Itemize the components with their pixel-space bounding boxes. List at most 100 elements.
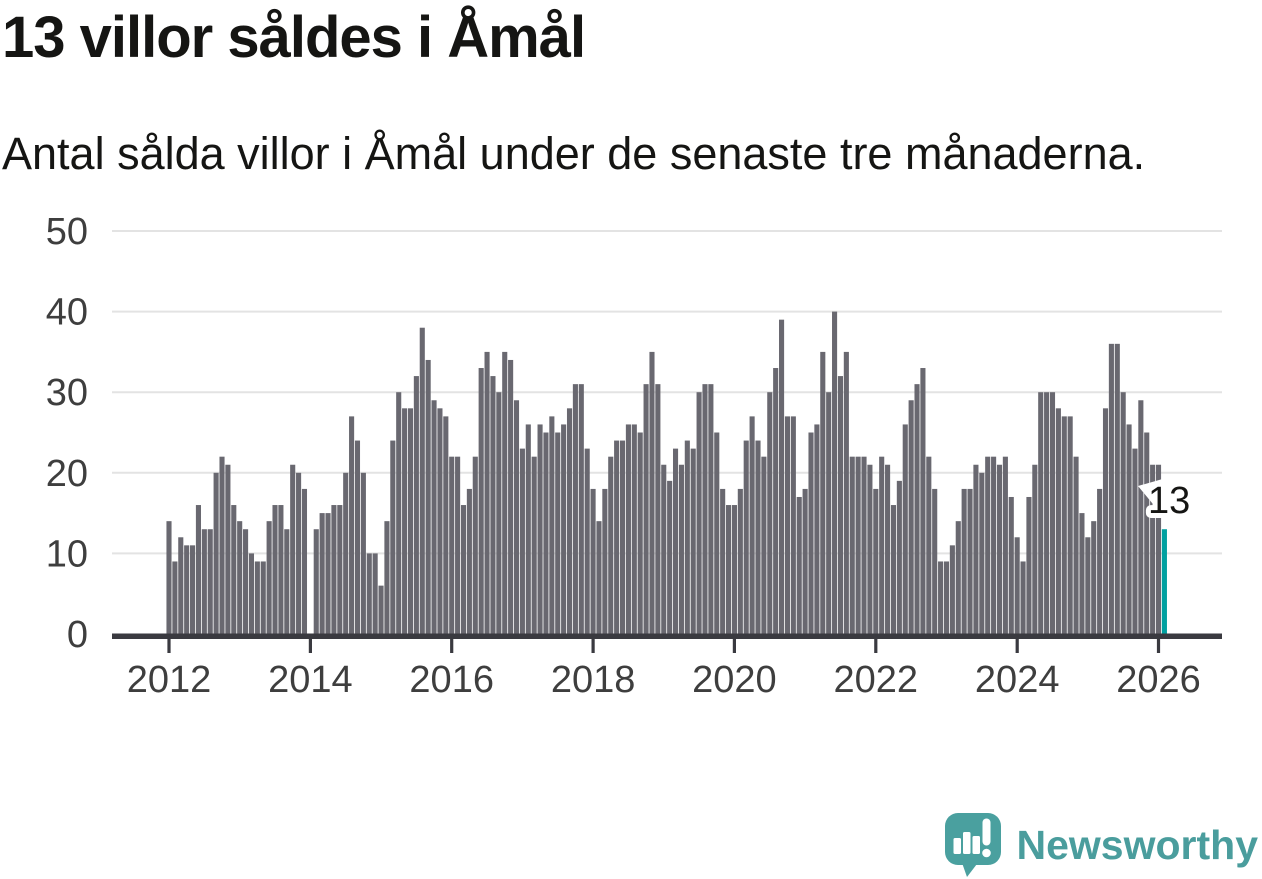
bar xyxy=(455,456,461,634)
bar xyxy=(354,440,361,634)
x-axis-tick xyxy=(1156,639,1161,653)
bar xyxy=(855,456,861,634)
bar xyxy=(1002,456,1008,634)
x-axis-tick xyxy=(874,639,878,653)
newsworthy-logo-icon xyxy=(944,813,1001,877)
bar xyxy=(773,368,779,634)
bar xyxy=(419,327,425,634)
bar xyxy=(231,505,237,634)
bar xyxy=(885,464,891,634)
bar xyxy=(272,505,278,634)
bar xyxy=(478,368,484,634)
bar xyxy=(502,351,508,634)
bar xyxy=(166,521,172,634)
bar xyxy=(207,529,213,634)
bar xyxy=(437,408,443,634)
bar xyxy=(1079,513,1085,634)
bar xyxy=(1097,488,1103,634)
bar xyxy=(466,488,472,634)
bar xyxy=(714,432,720,634)
bar xyxy=(195,505,201,634)
bar xyxy=(555,432,561,634)
bar xyxy=(914,384,920,634)
bar xyxy=(425,359,431,634)
x-axis-tick-label: 2026 xyxy=(1116,659,1201,701)
chart-title: 13 villor såldes i Åmål xyxy=(2,5,586,70)
bar xyxy=(667,480,673,634)
bar xyxy=(590,488,596,634)
bar xyxy=(543,432,549,634)
bar xyxy=(790,416,796,634)
bar xyxy=(637,432,643,634)
bar xyxy=(602,488,608,634)
bar xyxy=(349,416,355,634)
x-axis-tick-label: 2016 xyxy=(409,659,494,701)
bar xyxy=(1102,408,1109,634)
bar xyxy=(1055,408,1061,634)
annotation-value-label: 13 xyxy=(1148,480,1190,522)
bar xyxy=(1108,343,1114,634)
x-axis-tick xyxy=(167,639,171,653)
bar xyxy=(1114,343,1120,634)
bar xyxy=(861,456,867,634)
bar xyxy=(991,456,997,634)
bar xyxy=(961,488,967,634)
bar xyxy=(761,456,767,634)
bar xyxy=(431,400,437,634)
bar xyxy=(1020,561,1026,634)
bar xyxy=(802,488,808,634)
bar xyxy=(1126,424,1132,634)
bar xyxy=(407,408,414,634)
bar xyxy=(702,384,708,634)
bar xyxy=(1038,392,1044,634)
bar xyxy=(513,400,520,634)
bar xyxy=(443,416,449,634)
bar xyxy=(720,488,726,634)
bar xyxy=(737,488,743,634)
bar xyxy=(655,384,661,634)
bar xyxy=(278,505,284,634)
y-axis-tick-label: 10 xyxy=(46,533,88,575)
brand-name: Newsworthy xyxy=(1016,821,1259,868)
bar xyxy=(843,351,849,634)
bar xyxy=(743,440,749,634)
bar xyxy=(237,521,243,634)
x-axis-tick-label: 2020 xyxy=(692,659,777,701)
bar xyxy=(343,472,349,634)
bar xyxy=(472,456,478,634)
bar xyxy=(372,553,378,634)
bar xyxy=(661,464,667,634)
bar xyxy=(949,545,955,634)
bar xyxy=(649,351,655,634)
bar xyxy=(938,561,944,634)
bar xyxy=(867,464,873,634)
x-axis-tick-label: 2022 xyxy=(834,659,919,701)
y-axis-tick-label: 0 xyxy=(67,614,88,656)
bar xyxy=(1132,448,1138,634)
bar xyxy=(337,505,343,634)
bar xyxy=(537,424,543,634)
bar xyxy=(584,448,590,634)
bar xyxy=(578,384,584,634)
bar xyxy=(1085,537,1091,634)
bar xyxy=(219,456,225,634)
bar xyxy=(290,464,296,634)
bar xyxy=(849,456,855,634)
bar xyxy=(1138,400,1144,634)
bar xyxy=(201,529,207,634)
bar xyxy=(820,351,826,634)
bar xyxy=(460,505,467,634)
bar xyxy=(484,351,490,634)
highlight-bar xyxy=(1161,529,1167,634)
bar xyxy=(390,440,396,634)
bar xyxy=(985,456,991,634)
bar xyxy=(178,537,184,634)
bar xyxy=(184,545,190,634)
bar xyxy=(814,424,820,634)
x-axis-tick xyxy=(1015,639,1019,653)
bar xyxy=(549,416,555,634)
bar xyxy=(731,505,737,634)
bar xyxy=(943,561,950,634)
bar xyxy=(413,376,419,634)
